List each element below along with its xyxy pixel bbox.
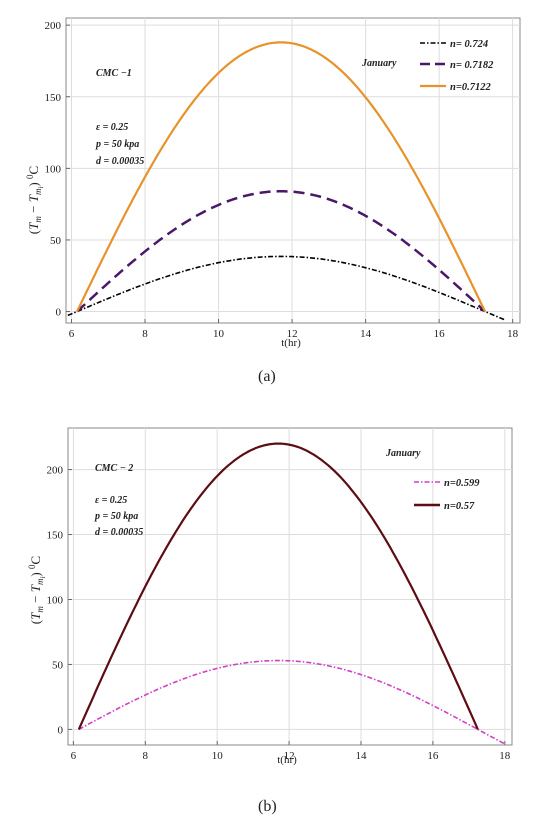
d-label: d = 0.00035 (96, 156, 144, 167)
x-tick-label: 18 (499, 750, 511, 762)
x-tick-label: 6 (71, 750, 77, 762)
pressure-label: p = 50 kpa (95, 139, 139, 150)
x-tick-label: 8 (142, 328, 148, 340)
epsilon-label: ε = 0.25 (96, 122, 128, 133)
legend: n= 0.724 n= 0.7182 n=0.7122 (420, 39, 494, 93)
plot-frame (67, 427, 513, 746)
legend-label: n=0.7122 (450, 82, 491, 93)
x-tick-label: 14 (360, 328, 372, 340)
x-axis-label: t(hr) (277, 754, 297, 766)
x-tick-label: 8 (143, 750, 149, 762)
x-tick-label: 18 (507, 328, 519, 340)
chart-b: 6 8 10 12 14 16 18 0 50 100 150 200 t(hr) (Tm − Tmi… (27, 427, 513, 766)
x-tick-label: 10 (212, 750, 224, 762)
legend: n=0.599 n=0.57 (414, 478, 480, 512)
y-tick-label: 100 (47, 594, 64, 606)
x-tick-label: 10 (213, 328, 225, 340)
y-tick-label: 0 (56, 307, 62, 319)
x-tick-label: 16 (434, 328, 446, 340)
y-axis-label: (Tm − Tmi) 0C (27, 556, 47, 624)
pressure-label: p = 50 kpa (94, 511, 138, 522)
x-tick-label: 14 (356, 750, 368, 762)
legend-label: n=0.599 (444, 478, 480, 489)
legend-label: n= 0.724 (450, 39, 488, 50)
y-tick-label: 50 (50, 235, 62, 247)
y-tick-label: 200 (45, 20, 62, 32)
y-tick-label: 50 (52, 659, 64, 671)
series-line (76, 190, 486, 313)
y-tick-label: 200 (47, 465, 64, 477)
sample-label: CMC − 2 (95, 463, 133, 474)
x-tick-label: 12 (284, 750, 295, 762)
x-tick-label: 12 (287, 328, 298, 340)
x-tick-label: 16 (427, 750, 439, 762)
series-line (76, 41, 487, 312)
y-tick-label: 100 (45, 163, 62, 175)
caption-b: (b) (258, 798, 277, 815)
epsilon-label: ε = 0.25 (95, 495, 127, 506)
y-tick-label: 150 (45, 92, 62, 104)
x-axis-label: t(hr) (281, 337, 301, 349)
chart-a: 6 8 10 12 14 16 18 0 50 100 150 200 t(hr) (Tm − Tmi… (25, 17, 521, 349)
month-label: January (361, 58, 397, 69)
y-tick-label: 150 (47, 530, 64, 542)
caption-a: (a) (258, 368, 276, 385)
sample-label: CMC −1 (96, 68, 132, 79)
series-line (67, 255, 506, 321)
legend-label: n=0.57 (444, 501, 475, 512)
y-tick-label: 0 (58, 724, 64, 736)
x-tick-label: 6 (69, 328, 75, 340)
plot-frame (65, 17, 521, 324)
y-axis-label: (Tm − Tmi) 0C (25, 166, 45, 234)
series-line (78, 659, 506, 745)
d-label: d = 0.00035 (95, 527, 143, 538)
series-line (77, 442, 479, 730)
month-label: January (385, 448, 421, 459)
legend-label: n= 0.7182 (450, 60, 494, 71)
